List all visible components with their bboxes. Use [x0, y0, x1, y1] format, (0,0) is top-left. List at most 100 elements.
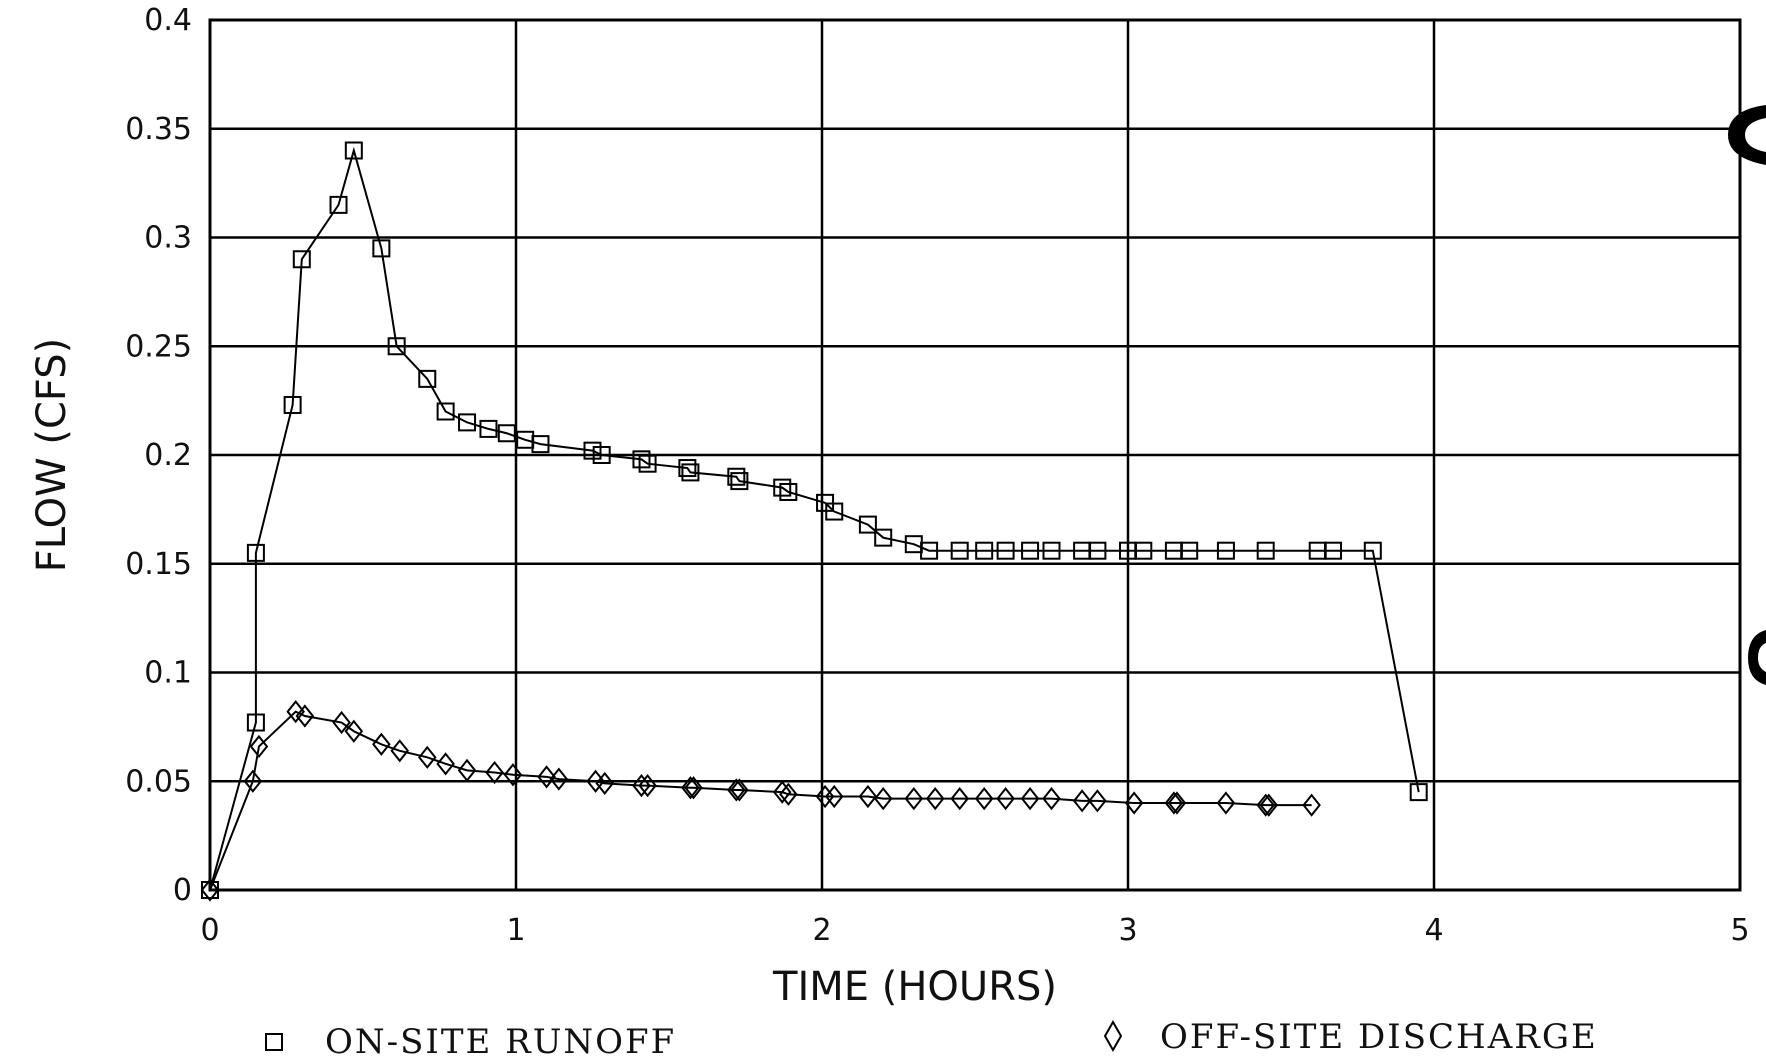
data-point-on-site-runoff — [344, 141, 363, 160]
data-point-off-site-discharge — [904, 787, 924, 811]
data-point-on-site-runoff — [479, 419, 498, 438]
data-point-off-site-discharge — [858, 784, 878, 809]
data-point-on-site-runoff — [730, 472, 749, 491]
data-point-on-site-runoff — [246, 713, 265, 732]
data-point-off-site-discharge — [200, 878, 220, 902]
data-point-off-site-discharge — [996, 787, 1015, 811]
data-point-on-site-runoff — [592, 446, 611, 464]
data-point-off-site-discharge — [730, 778, 749, 802]
x-tick-label: 0 — [200, 913, 219, 948]
data-point-on-site-runoff — [920, 541, 939, 560]
data-point-on-site-runoff — [950, 541, 969, 560]
series-line-off-site-discharge — [209, 710, 1312, 891]
data-point-off-site-discharge — [249, 734, 269, 759]
data-point-off-site-discharge — [772, 780, 792, 804]
y-tick-label: 0.1 — [144, 656, 192, 691]
legend-label-off-site-discharge: OFF-SITE DISCHARGE — [1160, 1017, 1598, 1057]
data-point-on-site-runoff — [583, 441, 602, 460]
data-point-on-site-runoff — [1324, 541, 1343, 560]
data-point-off-site-discharge — [503, 763, 523, 787]
legend-square-marker — [265, 1033, 283, 1051]
data-point-on-site-runoff — [372, 239, 391, 258]
data-point-on-site-runoff — [1409, 783, 1428, 802]
data-point-off-site-discharge — [549, 767, 569, 791]
data-point-off-site-discharge — [1020, 787, 1040, 811]
y-tick-labels: 0 0.05 0.1 0.15 0.2 0.25 0.3 0.35 0.4 — [125, 3, 192, 908]
data-point-on-site-runoff — [638, 454, 657, 473]
data-point-on-site-runoff — [246, 543, 265, 562]
edge-artifact-bottom — [1748, 630, 1766, 685]
data-point-on-site-runoff — [387, 337, 406, 356]
data-point-off-site-discharge — [779, 782, 798, 806]
data-point-off-site-discharge — [344, 719, 364, 743]
data-point-off-site-discharge — [684, 776, 703, 800]
data-point-on-site-runoff — [1256, 541, 1275, 560]
data-point-on-site-runoff — [874, 528, 893, 547]
data-point-off-site-discharge — [632, 773, 651, 798]
data-point-off-site-discharge — [286, 700, 305, 724]
data-point-on-site-runoff — [773, 478, 792, 497]
data-point-on-site-runoff — [1363, 541, 1382, 560]
data-point-off-site-discharge — [485, 760, 504, 785]
data-point-off-site-discharge — [815, 784, 835, 809]
data-point-on-site-runoff — [1021, 541, 1040, 560]
y-tick-label: 0.35 — [125, 112, 192, 147]
data-point-on-site-runoff — [1180, 541, 1199, 560]
data-point-off-site-discharge — [950, 787, 969, 811]
data-point-on-site-runoff — [1216, 541, 1235, 560]
data-point-off-site-discharge — [1256, 793, 1275, 817]
data-point-off-site-discharge — [332, 710, 351, 735]
data-point-on-site-runoff — [436, 402, 455, 421]
x-tick-label: 1 — [506, 913, 525, 948]
data-point-on-site-runoff — [329, 195, 348, 214]
data-point-off-site-discharge — [537, 765, 556, 789]
data-point-off-site-discharge — [1302, 793, 1321, 817]
series-layer — [200, 141, 1428, 902]
data-point-on-site-runoff — [727, 467, 746, 486]
y-tick-label: 0 — [173, 873, 192, 908]
data-point-off-site-discharge — [925, 787, 945, 811]
data-point-off-site-discharge — [638, 773, 657, 798]
data-point-on-site-runoff — [1088, 541, 1107, 560]
data-point-on-site-runoff — [292, 250, 311, 269]
series-line-on-site-runoff — [209, 146, 1420, 891]
data-point-on-site-runoff — [681, 463, 700, 482]
data-point-on-site-runoff — [996, 541, 1015, 560]
data-point-on-site-runoff — [678, 459, 697, 478]
data-point-off-site-discharge — [1259, 793, 1279, 817]
data-point-on-site-runoff — [531, 435, 550, 454]
legend-label-on-site-runoff: ON-SITE RUNOFF — [325, 1022, 676, 1061]
data-point-off-site-discharge — [1124, 791, 1144, 815]
data-point-on-site-runoff — [458, 413, 477, 432]
data-point-off-site-discharge — [436, 752, 455, 776]
data-point-off-site-discharge — [1167, 791, 1187, 815]
y-tick-label: 0.05 — [125, 764, 192, 799]
data-point-on-site-runoff — [418, 369, 437, 388]
data-point-on-site-runoff — [1134, 541, 1153, 560]
data-point-on-site-runoff — [283, 395, 302, 414]
data-point-off-site-discharge — [681, 776, 700, 800]
data-point-on-site-runoff — [858, 515, 877, 534]
data-point-on-site-runoff — [497, 424, 516, 443]
data-point-on-site-runoff — [779, 482, 798, 501]
plot-frame — [208, 18, 1742, 892]
data-point-off-site-discharge — [372, 732, 391, 756]
data-point-off-site-discharge — [974, 787, 994, 811]
x-axis-label: TIME (HOURS) — [772, 964, 1057, 1010]
data-point-off-site-discharge — [243, 769, 263, 793]
data-point-off-site-discharge — [457, 758, 477, 782]
x-tick-label: 4 — [1424, 913, 1443, 948]
data-point-off-site-discharge — [295, 704, 315, 728]
data-point-off-site-discharge — [824, 784, 844, 809]
data-point-on-site-runoff — [1042, 541, 1061, 560]
data-point-off-site-discharge — [1216, 791, 1236, 815]
data-point-off-site-discharge — [1088, 789, 1107, 813]
y-tick-label: 0.15 — [125, 547, 192, 582]
data-point-off-site-discharge — [1042, 787, 1061, 811]
x-tick-label: 3 — [1118, 913, 1137, 948]
y-tick-label: 0.4 — [144, 3, 192, 38]
edge-artifact-top — [1728, 105, 1766, 165]
x-tick-label: 2 — [812, 913, 831, 948]
legend-diamond-marker — [1103, 1019, 1123, 1053]
